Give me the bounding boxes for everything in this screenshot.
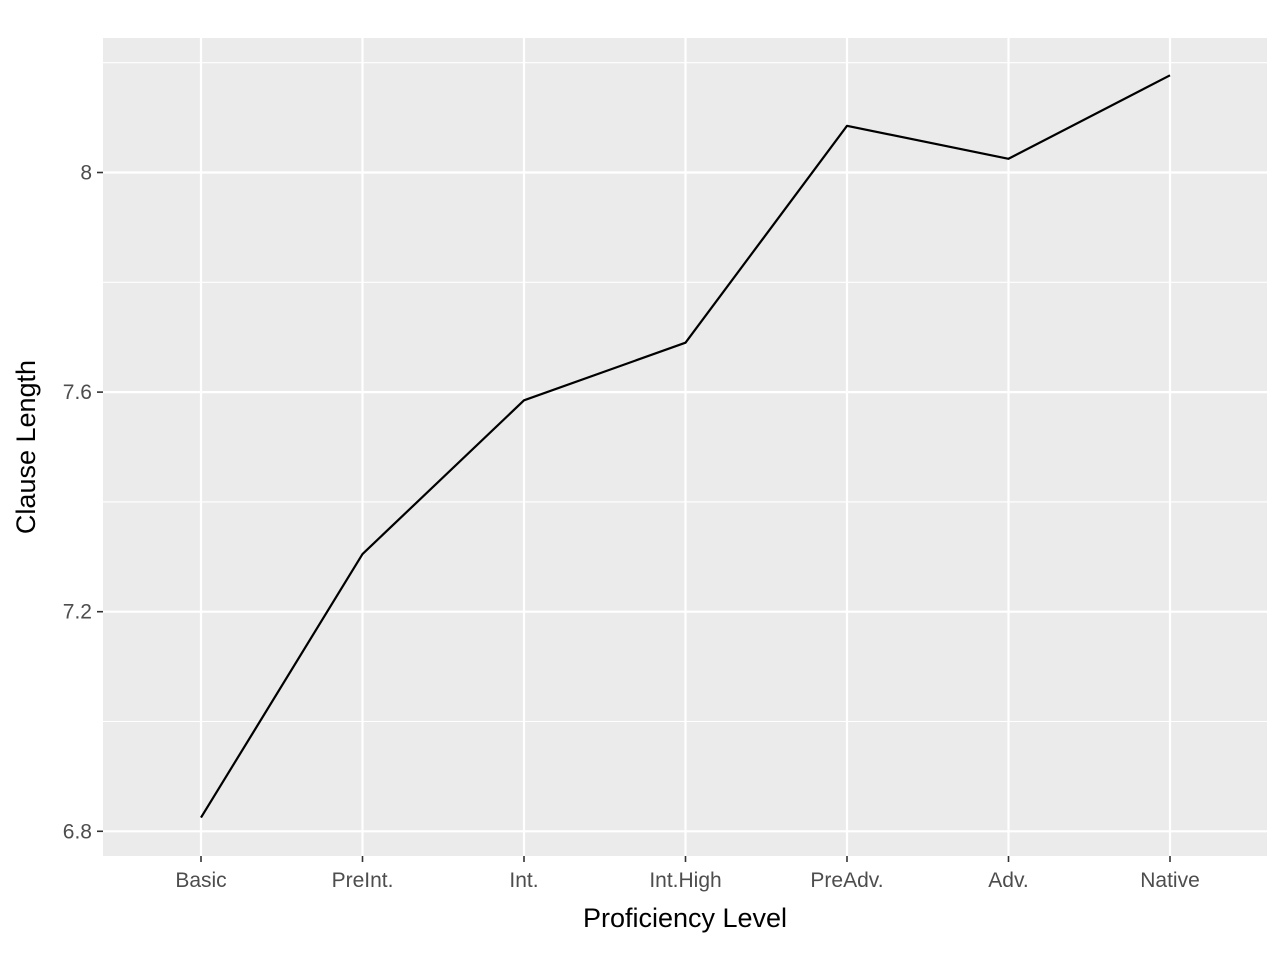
- x-tick-label: Int.High: [649, 869, 721, 892]
- x-axis-title: Proficiency Level: [583, 903, 787, 933]
- y-tick-label: 7.2: [63, 601, 92, 624]
- x-tick-label: Basic: [175, 869, 226, 892]
- x-tick-label: PreAdv.: [810, 869, 883, 892]
- x-tick-label: Int.: [509, 869, 538, 892]
- y-tick-label: 7.6: [63, 381, 92, 404]
- y-axis-title: Clause Length: [11, 360, 41, 534]
- y-tick-label: 8: [80, 162, 92, 185]
- x-tick-label: Adv.: [988, 869, 1028, 892]
- y-tick-label: 6.8: [63, 820, 92, 843]
- major-gridlines: [103, 38, 1267, 856]
- x-tick-label: PreInt.: [332, 869, 394, 892]
- x-axis-ticks: Basic PreInt. Int. Int.High PreAdv. Adv. Nativ…: [175, 856, 1200, 892]
- y-axis-ticks: 6.8 7.2 7.6 8: [63, 162, 103, 843]
- series-line: [200, 74, 1171, 819]
- x-tick-label: Native: [1140, 869, 1200, 892]
